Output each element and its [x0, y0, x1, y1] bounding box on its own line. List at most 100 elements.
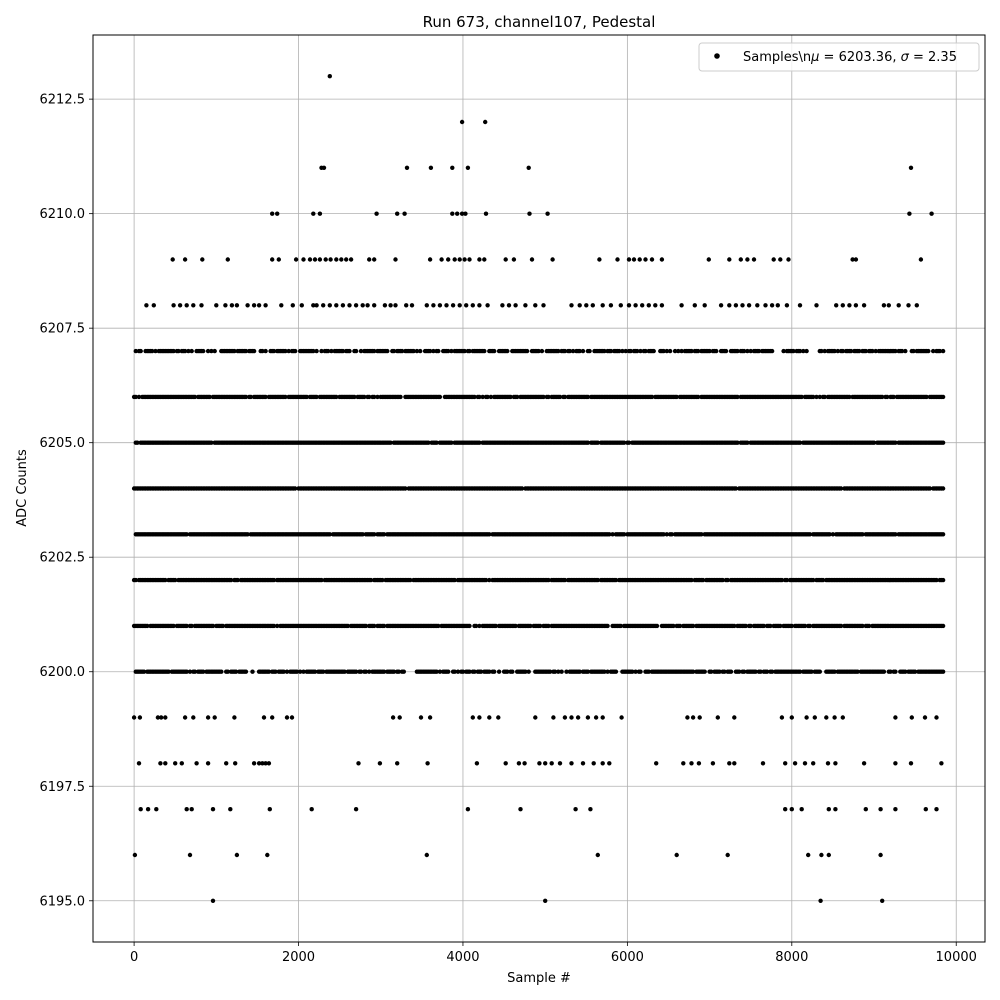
data-point — [613, 669, 619, 674]
data-point — [171, 623, 176, 629]
data-point — [492, 669, 497, 674]
data-point — [329, 348, 334, 354]
data-point — [689, 577, 694, 583]
data-point — [850, 257, 855, 262]
data-point — [463, 211, 468, 216]
data-point — [289, 715, 295, 720]
x-tick-label: 6000 — [611, 950, 644, 965]
data-point — [781, 348, 786, 354]
data-point — [552, 669, 558, 674]
data-point — [459, 211, 465, 216]
data-point — [653, 303, 658, 308]
data-point — [151, 303, 156, 308]
data-point — [699, 532, 704, 537]
data-point — [588, 807, 593, 812]
data-point — [674, 852, 679, 858]
data-point — [496, 715, 501, 720]
data-point — [545, 211, 550, 216]
data-point — [485, 303, 490, 308]
data-point — [934, 807, 939, 812]
y-tick-label: 6207.5 — [40, 322, 86, 337]
data-point — [450, 165, 455, 170]
data-point — [138, 348, 143, 354]
data-point — [740, 303, 745, 308]
data-point — [340, 303, 346, 308]
data-point — [199, 303, 204, 308]
data-point — [270, 211, 275, 216]
data-point — [626, 257, 632, 262]
data-point — [477, 303, 482, 308]
data-point — [738, 257, 743, 262]
data-point — [758, 669, 763, 674]
data-point — [891, 394, 896, 400]
data-point — [595, 440, 600, 445]
data-point — [755, 303, 760, 308]
data-point — [857, 348, 862, 354]
data-point — [557, 394, 563, 400]
data-point — [896, 303, 901, 308]
axes: 0 2000 4000 6000 8000 10000 6195.0 6197.5 6200.0… — [40, 93, 977, 965]
y-tick-label: 6210.0 — [40, 207, 86, 222]
data-point — [562, 715, 568, 720]
data-point — [748, 623, 753, 629]
data-point — [549, 761, 554, 766]
data-point — [210, 623, 216, 629]
data-point — [689, 761, 694, 766]
data-point — [492, 348, 497, 354]
data-point — [170, 257, 175, 262]
data-point — [271, 348, 277, 354]
data-point — [401, 669, 406, 674]
data-point — [527, 211, 532, 216]
data-point — [275, 211, 280, 216]
data-point — [702, 669, 707, 674]
data-point — [403, 486, 408, 491]
data-point — [372, 348, 377, 354]
data-point — [283, 394, 288, 400]
data-point — [159, 715, 164, 720]
data-point — [205, 715, 211, 720]
data-point — [543, 761, 548, 766]
data-point — [446, 348, 451, 354]
data-point — [778, 257, 783, 262]
data-point — [314, 348, 319, 354]
data-point — [321, 303, 326, 308]
data-point — [886, 303, 891, 308]
data-point — [418, 348, 423, 354]
data-point — [940, 623, 946, 629]
data-point — [745, 348, 750, 354]
data-point — [294, 669, 300, 674]
data-point — [654, 761, 659, 766]
data-point — [360, 303, 365, 308]
data-point — [562, 394, 568, 400]
data-point — [439, 257, 444, 262]
data-point — [431, 303, 436, 308]
data-point — [822, 394, 827, 400]
data-point — [911, 348, 916, 354]
y-tick-label: 6200.0 — [40, 665, 86, 680]
data-point — [163, 577, 168, 583]
plot-frame — [92, 34, 986, 943]
data-point — [784, 577, 790, 583]
data-point — [327, 532, 332, 537]
data-point — [832, 715, 837, 720]
data-point — [209, 348, 214, 354]
data-point — [743, 623, 748, 629]
data-point — [399, 348, 405, 354]
data-point — [556, 348, 561, 354]
data-point — [485, 394, 490, 400]
data-point — [311, 211, 316, 216]
data-point — [182, 348, 188, 354]
data-point — [709, 669, 714, 674]
data-point — [184, 532, 189, 537]
data-point — [431, 348, 436, 354]
data-point — [615, 257, 620, 262]
data-point — [878, 807, 883, 812]
data-point — [381, 623, 387, 629]
data-point — [275, 623, 280, 629]
data-point — [646, 669, 651, 674]
data-point — [714, 348, 719, 354]
data-point — [380, 577, 385, 583]
data-point — [319, 577, 324, 583]
data-point — [214, 303, 219, 308]
